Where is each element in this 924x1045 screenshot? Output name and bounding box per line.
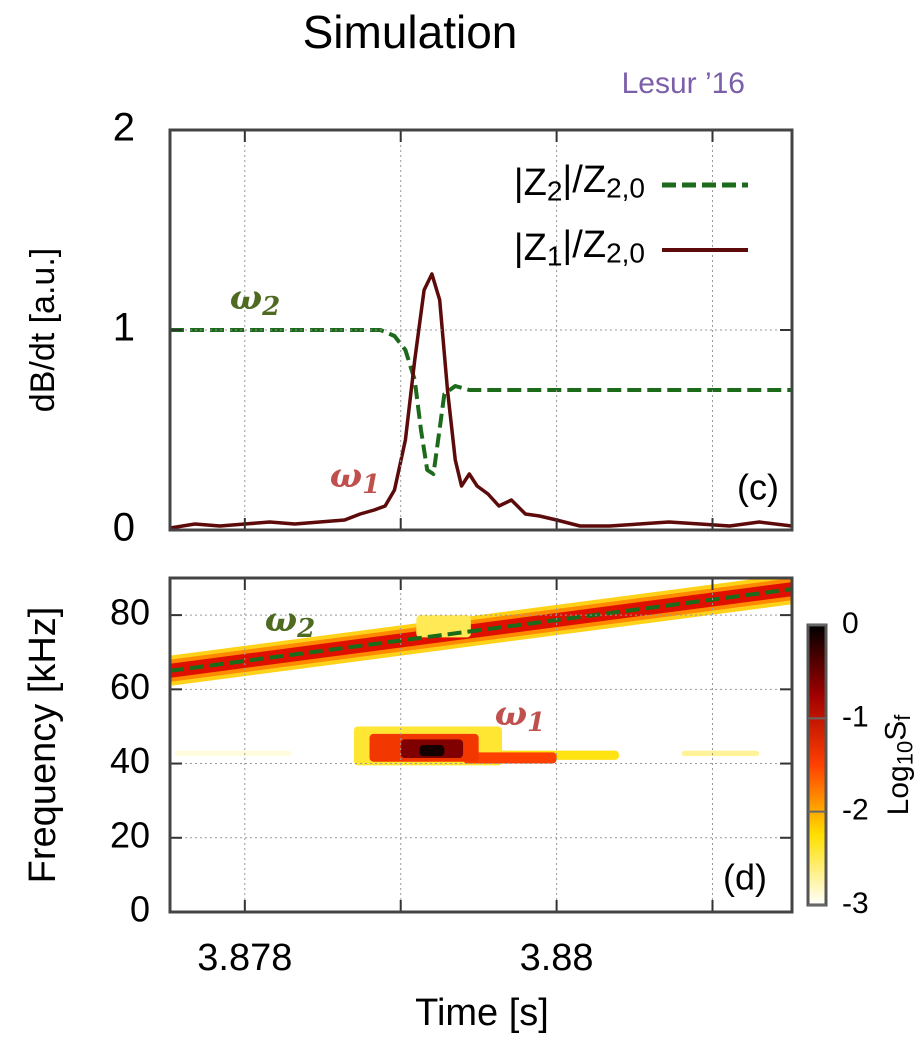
y-tick-label: 0 bbox=[113, 506, 135, 550]
colorbar-tick-label: -3 bbox=[842, 887, 869, 920]
colorbar-tick-label: -1 bbox=[842, 700, 869, 733]
y-axis-label: dB/dt [a.u.] bbox=[24, 248, 62, 412]
citation: Lesur ’16 bbox=[622, 67, 745, 100]
x-tick-label: 3.878 bbox=[197, 937, 292, 979]
series-line bbox=[170, 328, 792, 476]
y-tick-label: 60 bbox=[110, 666, 150, 707]
plot-area bbox=[170, 272, 792, 530]
x-axis-label: Time [s] bbox=[415, 992, 549, 1034]
annotation: ω1 bbox=[330, 456, 380, 500]
y-tick-label: 1 bbox=[113, 306, 135, 350]
heatmap-cell bbox=[416, 615, 471, 638]
heatmap-cell bbox=[174, 750, 292, 757]
y-tick-label: 20 bbox=[110, 814, 150, 855]
annotation: ω2 bbox=[230, 278, 280, 322]
heatmap-cell bbox=[419, 745, 445, 757]
plot-area bbox=[170, 578, 792, 766]
colorbar bbox=[806, 623, 828, 907]
series-line bbox=[170, 272, 792, 530]
panel-label: (c) bbox=[737, 467, 779, 508]
colorbar-label: Log10Sf bbox=[880, 714, 918, 816]
y-tick-label: 2 bbox=[113, 106, 135, 150]
y-tick-label: 80 bbox=[110, 592, 150, 633]
legend-label: |Z2|/Z2,0 bbox=[514, 159, 645, 207]
colorbar-tick-label: -2 bbox=[842, 794, 869, 827]
colorbar-tick-label: 0 bbox=[842, 607, 859, 640]
series-line bbox=[170, 587, 792, 673]
plot-frame bbox=[168, 128, 794, 532]
annotation: ω1 bbox=[495, 694, 545, 738]
plot-frame bbox=[168, 576, 794, 914]
title: Simulation bbox=[303, 6, 518, 58]
heatmap-cell bbox=[681, 750, 760, 757]
y-tick-label: 40 bbox=[110, 740, 150, 781]
heatmap-cell bbox=[463, 752, 557, 764]
panel-label: (d) bbox=[723, 857, 767, 898]
y-tick-label: 0 bbox=[130, 889, 150, 930]
x-tick-label: 3.88 bbox=[520, 937, 594, 979]
y-axis-label: Frequency [kHz] bbox=[22, 607, 64, 884]
annotation: ω2 bbox=[265, 600, 315, 644]
legend-label: |Z1|/Z2,0 bbox=[514, 224, 645, 272]
